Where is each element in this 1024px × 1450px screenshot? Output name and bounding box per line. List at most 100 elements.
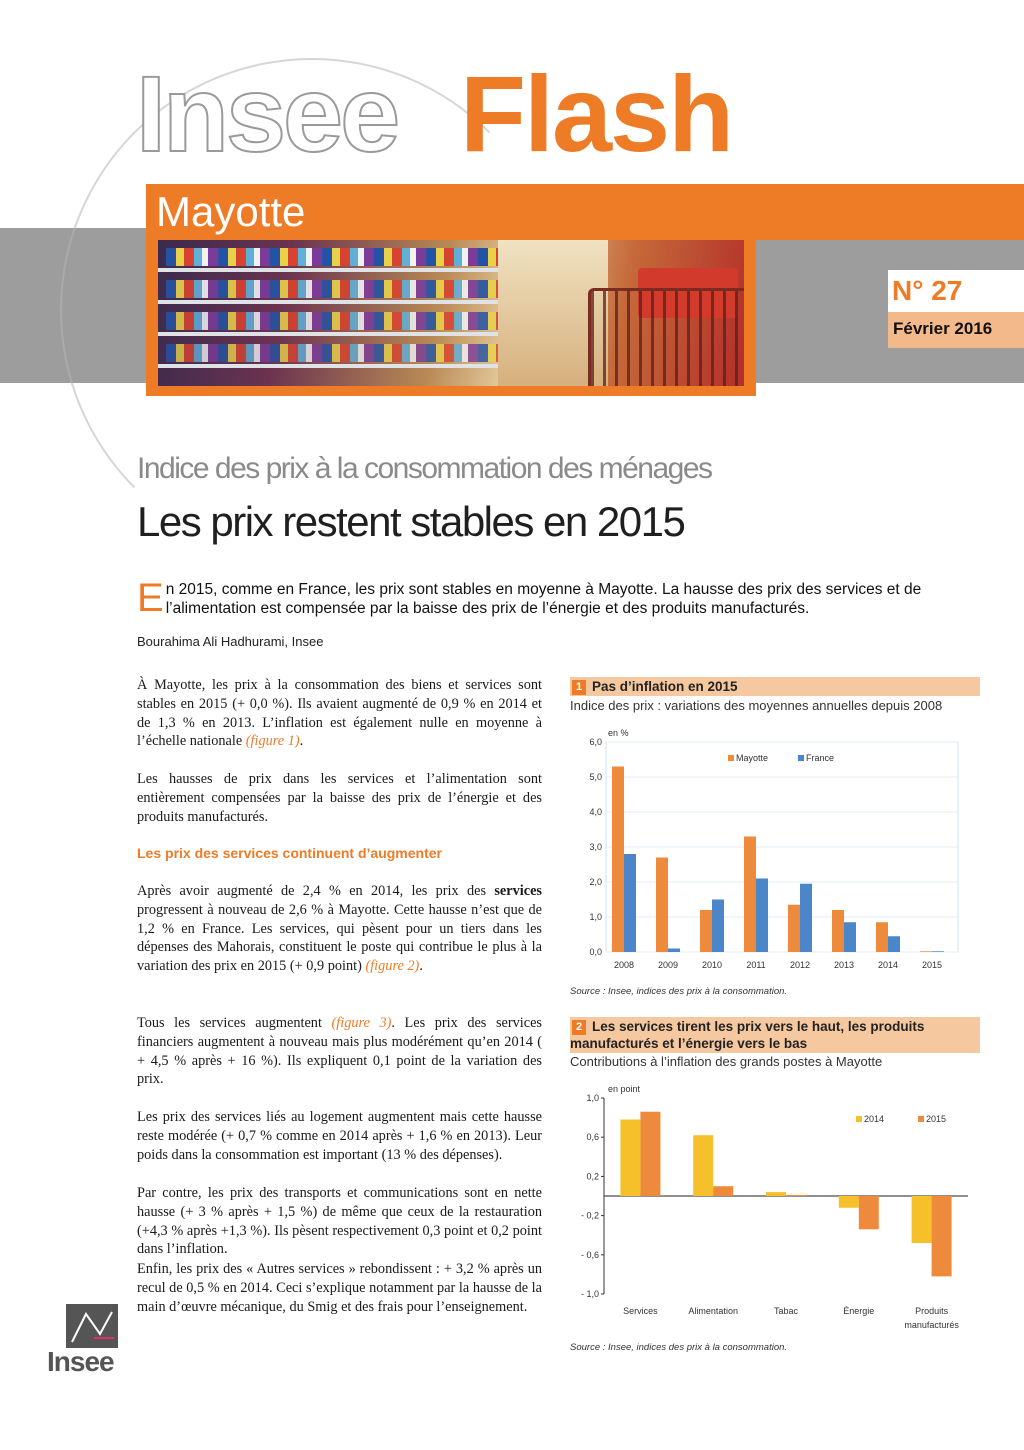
chart2-y-tick: 0,6 xyxy=(586,1132,599,1142)
article-title: Les prix restent stables en 2015 xyxy=(137,498,686,545)
chart1-bar-france-2014 xyxy=(888,936,900,952)
chart1-y-tick: 4,0 xyxy=(589,807,602,817)
chart2-legend-swatch-2015 xyxy=(918,1116,924,1122)
region-title: Mayotte xyxy=(156,188,306,235)
chart1-bar-mayotte-2008 xyxy=(612,766,624,952)
chart1-bar-mayotte-2009 xyxy=(656,857,668,952)
figure-3-ref[interactable]: (figure 3) xyxy=(331,1015,392,1031)
services-bold: services xyxy=(494,883,542,899)
chart2-bar-2015-1 xyxy=(713,1186,734,1196)
chart1-y-tick: 0,0 xyxy=(589,947,602,957)
chart1-y-tick: 2,0 xyxy=(589,877,602,887)
chart1-bar-france-2010 xyxy=(712,899,724,952)
figure-2-number: 2 xyxy=(572,1020,586,1035)
chart1-bar-france-2008 xyxy=(624,854,636,952)
chart1-legend-label: France xyxy=(806,753,834,763)
chart1-bar-mayotte-2013 xyxy=(832,910,844,952)
chart2-y-tick: - 0,6 xyxy=(581,1250,599,1260)
chart2-y-tick: 1,0 xyxy=(586,1093,599,1103)
brand-insee: Insee xyxy=(135,53,401,174)
chart2-bar-2014-1 xyxy=(693,1135,714,1196)
chart2-legend-swatch-2014 xyxy=(856,1116,862,1122)
article-kicker: Indice des prix à la consommation des mé… xyxy=(137,452,713,485)
chart2-legend-label: 2015 xyxy=(926,1114,946,1124)
paragraph-3: Après avoir augmenté de 2,4 % en 2014, l… xyxy=(137,883,542,975)
chart2-bar-2015-3 xyxy=(858,1196,879,1230)
chart2-bar-2014-2 xyxy=(766,1192,786,1196)
figure-1-title: 1 Pas d’inflation en 2015 xyxy=(570,677,980,696)
chart1-x-tick: 2015 xyxy=(922,960,942,970)
figure-2-subtitle: Contributions à l’inflation des grands p… xyxy=(570,1054,883,1069)
chart1-bar-mayotte-2015 xyxy=(920,951,932,952)
chart1-bar-mayotte-2011 xyxy=(744,836,756,952)
brand-flash: Flash xyxy=(460,53,734,174)
chart2-y-tick: - 1,0 xyxy=(581,1289,599,1299)
chart1-bar-france-2011 xyxy=(756,878,768,952)
chart2-legend-label: 2014 xyxy=(864,1114,884,1124)
article-author: Bourahima Ali Hadhurami, Insee xyxy=(137,634,324,649)
chart1-legend-label: Mayotte xyxy=(736,753,768,763)
paragraph-2: Les hausses de prix dans les services et… xyxy=(137,771,542,825)
chart1-bar-france-2009 xyxy=(668,948,680,952)
figure-1-chart: 0,0 1,0 2,0 3,0 4,0 5,0 6,0 en % 2008 2009 2010 201… xyxy=(589,728,959,970)
issue-date: Février 2016 xyxy=(893,319,993,338)
chart1-bar-france-2012 xyxy=(800,883,812,952)
chart2-bar-2014-4 xyxy=(911,1196,932,1244)
chart2-bar-2015-2 xyxy=(786,1195,806,1197)
figure-1-number: 1 xyxy=(572,680,586,695)
paragraph-6: Par contre, les prix des transports et c… xyxy=(137,1185,542,1258)
chart2-bar-2015-0 xyxy=(640,1111,661,1196)
chart1-y-tick: 5,0 xyxy=(589,772,602,782)
chart1-bar-mayotte-2010 xyxy=(700,910,712,952)
lead-dropcap: E xyxy=(137,576,164,620)
chart1-y-tick: 6,0 xyxy=(589,737,602,747)
chart1-legend-swatch-france xyxy=(798,755,804,761)
issue-number: N° 27 xyxy=(892,275,963,306)
paragraph-5: Les prix des services liés au logement a… xyxy=(137,1109,542,1163)
figure-2-chart: 1,0 0,6 0,2 - 0,2 - 0,6 - 1,0 en point Services… xyxy=(581,1084,968,1330)
insee-logo-mark xyxy=(66,1304,118,1348)
chart1-x-tick: 2010 xyxy=(702,960,722,970)
chart1-y-tick: 1,0 xyxy=(589,912,602,922)
figure-2-ref[interactable]: (figure 2) xyxy=(365,958,420,975)
chart2-x-tick: manufacturés xyxy=(904,1320,959,1330)
figure-2-source: Source : Insee, indices des prix à la co… xyxy=(570,1342,788,1353)
paragraph-4: Tous les services augmentent (figure 3).… xyxy=(137,1015,542,1088)
chart2-x-tick: Alimentation xyxy=(688,1306,738,1316)
figure-1-ref[interactable]: (figure 1) xyxy=(245,733,300,750)
header-orange-band xyxy=(146,184,1024,240)
lead-text: n 2015, comme en France, les prix sont s… xyxy=(165,581,922,617)
chart2-bar-2014-3 xyxy=(838,1196,859,1208)
section-subhead: Les prix des services continuent d’augme… xyxy=(137,845,442,861)
issue-date-box xyxy=(888,312,1024,348)
paragraph-7: Enfin, les prix des « Autres services » … xyxy=(137,1261,542,1315)
figure-1-source: Source : Insee, indices des prix à la co… xyxy=(570,986,788,997)
supermarket-photo xyxy=(158,240,744,386)
chart1-bar-france-2013 xyxy=(844,922,856,952)
chart2-unit-label: en point xyxy=(608,1084,641,1094)
issue-number-box xyxy=(888,270,1024,312)
chart2-x-tick: Services xyxy=(623,1306,658,1316)
chart2-x-tick: Produits xyxy=(915,1306,949,1316)
chart1-x-tick: 2009 xyxy=(658,960,678,970)
chart1-x-tick: 2011 xyxy=(746,960,765,970)
insee-logo-text: Insee xyxy=(47,1346,115,1377)
chart1-x-tick: 2012 xyxy=(790,960,810,970)
chart2-x-tick: Tabac xyxy=(774,1306,799,1316)
figure-1-subtitle: Indice des prix : variations des moyenne… xyxy=(570,698,943,713)
header-decorative-arc xyxy=(60,58,564,562)
chart1-legend-swatch-mayotte xyxy=(728,755,734,761)
chart2-y-tick: 0,2 xyxy=(586,1171,599,1181)
chart1-bar-mayotte-2012 xyxy=(788,904,800,952)
chart2-bar-2015-4 xyxy=(931,1196,952,1277)
chart2-y-tick: - 0,2 xyxy=(581,1211,599,1221)
chart2-x-tick: Énergie xyxy=(843,1306,874,1316)
chart1-bar-france-2015 xyxy=(932,951,944,952)
figure-2-title: 2 Les services tirent les prix vers le ha… xyxy=(570,1017,980,1053)
chart1-x-tick: 2008 xyxy=(614,960,634,970)
chart2-bar-2014-0 xyxy=(620,1119,641,1196)
chart1-y-tick: 3,0 xyxy=(589,842,602,852)
chart1-x-tick: 2013 xyxy=(834,960,854,970)
p1-text: À Mayotte, les prix à la consommation de… xyxy=(137,677,542,750)
